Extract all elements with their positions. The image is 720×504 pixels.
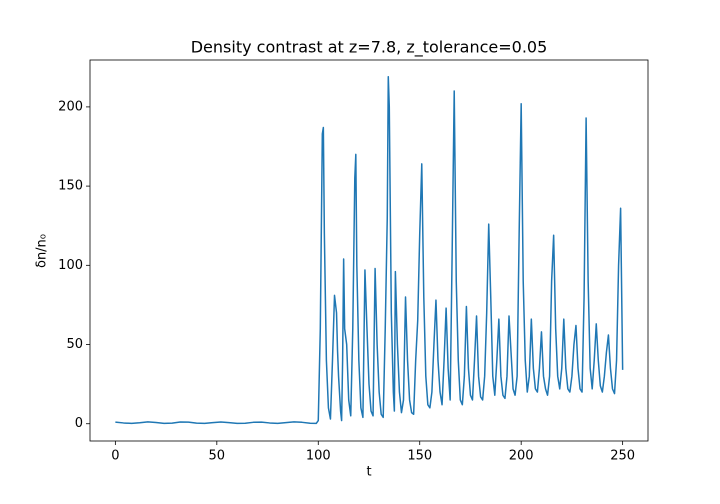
chart-title: Density contrast at z=7.8, z_tolerance=0… (191, 38, 548, 58)
axes-frame (89, 59, 649, 442)
x-axis-label: t (366, 465, 371, 480)
y-tick-label: 200 (58, 99, 83, 114)
data-line (115, 76, 624, 425)
x-tick-label: 150 (407, 449, 432, 464)
y-axis-label: δn/n₀ (35, 234, 50, 268)
x-tick-label: 200 (509, 449, 534, 464)
y-tick-label: 50 (66, 337, 83, 352)
x-tick-label: 0 (111, 449, 119, 464)
x-tick-label: 250 (610, 449, 635, 464)
y-tick-label: 150 (58, 179, 83, 194)
y-tick-label: 0 (75, 416, 83, 431)
y-tick-label: 100 (58, 258, 83, 273)
x-tick-label: 50 (209, 449, 226, 464)
x-tick-label: 100 (306, 449, 331, 464)
